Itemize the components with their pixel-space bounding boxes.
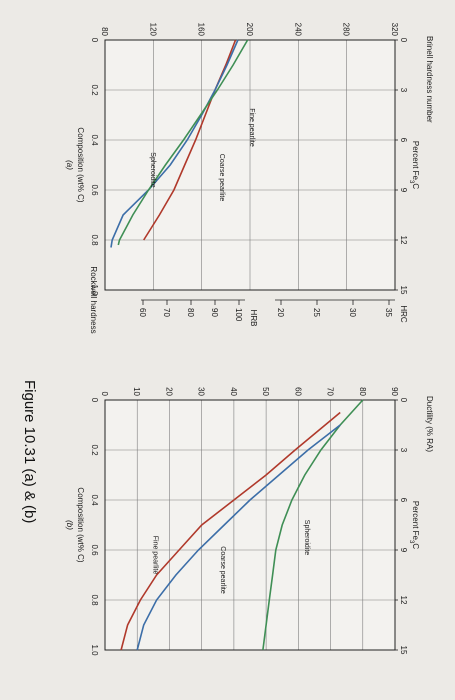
- y-tick-label: 240: [293, 23, 302, 37]
- y-tick-label: 0: [100, 392, 109, 397]
- y-tick-label: 10: [132, 387, 141, 396]
- curve-label: Fine pearlite: [248, 108, 255, 147]
- x-axis-title: Composition (wt% C): [76, 487, 85, 562]
- x-tick-label: 0.8: [90, 594, 99, 606]
- hrb-tick-label: 70: [162, 308, 171, 317]
- top-tick-label: 6: [399, 138, 408, 143]
- top-tick-label: 6: [399, 498, 408, 503]
- top-axis-label: Percent Fe3C: [408, 501, 420, 549]
- hrc-tick-label: 25: [312, 308, 321, 317]
- y-tick-label: 20: [164, 387, 173, 396]
- hrb-tick-label: 100: [234, 308, 243, 322]
- y-tick-label: 80: [100, 27, 109, 36]
- hrb-tick-label: 80: [186, 308, 195, 317]
- x-tick-label: 1.0: [90, 644, 99, 656]
- series-line-spheroidite: [117, 39, 249, 246]
- x-tick-label: 0: [90, 398, 99, 403]
- plot-frame: [104, 39, 396, 291]
- x-axis-title: Composition (wt% C): [76, 127, 85, 202]
- x-tick-label: 1.0: [90, 284, 99, 296]
- curve-label: Fine pearlite: [151, 536, 158, 575]
- y-tick-label: 40: [229, 387, 238, 396]
- top-tick-label: 3: [399, 88, 408, 93]
- y-tick-label: 280: [342, 23, 351, 37]
- y-tick-label: 50: [261, 387, 270, 396]
- x-tick-label: 0.2: [90, 444, 99, 456]
- y-axis-title: Brinell hardness number: [425, 36, 434, 123]
- curve-label: Spheroidite: [303, 520, 310, 556]
- x-tick-label: 0.4: [90, 134, 99, 146]
- hrb-tick-label: 60: [138, 308, 147, 317]
- top-tick-label: 9: [399, 548, 408, 553]
- plot-area: [105, 400, 395, 650]
- y-tick-label: 70: [326, 387, 335, 396]
- figure-caption: Figure 10.31 (a) & (b): [21, 380, 38, 523]
- series-line-coarse-pearlite: [110, 39, 239, 248]
- x-tick-label: 0.8: [90, 234, 99, 246]
- top-tick-label: 15: [399, 646, 408, 655]
- series-line-coarse-pearlite: [136, 424, 341, 651]
- top-tick-label: 0: [399, 398, 408, 403]
- top-tick-label: 12: [399, 596, 408, 605]
- top-tick-label: 15: [399, 286, 408, 295]
- right-axis-title: Rockwell hardness: [89, 266, 98, 333]
- curve-label: Spheroidite: [149, 152, 156, 188]
- hrc-tick-label: 20: [276, 308, 285, 317]
- chart-a: 00.20.40.60.81.080 120 160 200 240 280 3200369…: [65, 23, 434, 334]
- top-tick-label: 9: [399, 188, 408, 193]
- panel-label: (a): [65, 160, 74, 170]
- x-tick-label: 0.4: [90, 494, 99, 506]
- x-tick-label: 0.6: [90, 544, 99, 556]
- y-tick-label: 160: [197, 23, 206, 37]
- y-tick-label: 60: [293, 387, 302, 396]
- top-tick-label: 12: [399, 236, 408, 245]
- chart-b: 00.20.40.60.81.00 10 20 30 40 50 60 70 80 9003691…: [21, 380, 434, 656]
- series-line-spheroidite: [262, 399, 364, 651]
- y-tick-label: 200: [245, 23, 254, 37]
- y-tick-label: 90: [390, 387, 399, 396]
- x-tick-label: 0.2: [90, 84, 99, 96]
- top-tick-label: 3: [399, 448, 408, 453]
- curve-label: Coarse pearlite: [218, 154, 225, 202]
- hrc-tick-label: 35: [384, 308, 393, 317]
- panel-label: (b): [65, 520, 74, 530]
- hrc-label: HRC: [399, 305, 408, 323]
- hrb-tick-label: 90: [210, 308, 219, 317]
- x-tick-label: 0: [90, 38, 99, 43]
- y-tick-label: 30: [197, 387, 206, 396]
- hrc-tick-label: 30: [348, 308, 357, 317]
- y-tick-label: 320: [390, 23, 399, 37]
- y-tick-label: 120: [148, 23, 157, 37]
- top-axis-label: Percent Fe3C: [408, 141, 420, 189]
- x-tick-label: 0.6: [90, 184, 99, 196]
- y-tick-label: 80: [358, 387, 367, 396]
- hrb-label: HRB: [249, 310, 258, 327]
- top-tick-label: 0: [399, 38, 408, 43]
- series-line-fine-pearlite: [120, 411, 341, 651]
- y-axis-title: Ductility (% RA): [425, 396, 434, 452]
- plot-frame: [104, 399, 396, 651]
- curve-label: Coarse pearlite: [219, 546, 226, 594]
